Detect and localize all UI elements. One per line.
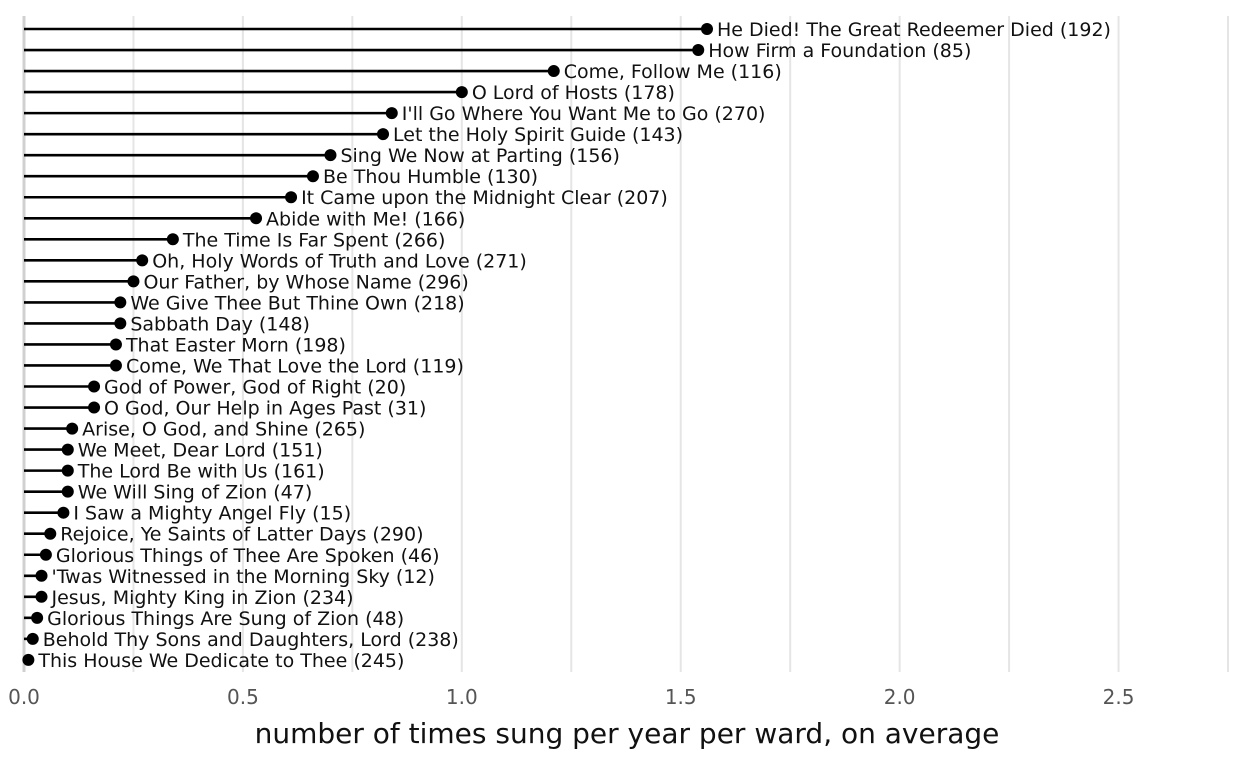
hymn-label: O Lord of Hosts (178) — [472, 82, 675, 104]
x-axis-title: number of times sung per year per ward, … — [255, 717, 1000, 750]
lollipop-dot — [385, 107, 398, 120]
lollipop-dot — [700, 23, 713, 35]
hymn-label: That Easter Morn (198) — [125, 334, 346, 356]
hymn-label: Behold Thy Sons and Daughters, Lord (238… — [43, 629, 459, 651]
lollipop-dot — [39, 548, 52, 561]
lollipop-dot — [692, 44, 705, 57]
lollipop-dot — [285, 191, 298, 204]
x-tick-label: 2.5 — [1103, 685, 1135, 709]
lollipop-dot — [61, 464, 74, 477]
lollipop-dot — [127, 275, 140, 288]
hymn-label: Come, Follow Me (116) — [564, 61, 782, 83]
lollipop-dot — [35, 569, 48, 582]
hymn-label: How Firm a Foundation (85) — [708, 40, 971, 62]
lollipop-dot — [88, 380, 101, 393]
hymn-label: Our Father, by Whose Name (296) — [143, 271, 468, 293]
hymn-label: 'Twas Witnessed in the Morning Sky (12) — [52, 566, 435, 588]
lollipop-dot — [35, 590, 48, 603]
hymn-label: Glorious Things of Thee Are Spoken (46) — [56, 545, 440, 567]
hymn-label: The Lord Be with Us (161) — [77, 461, 325, 483]
hymn-label: Glorious Things Are Sung of Zion (48) — [47, 608, 404, 630]
lollipop-dot — [61, 485, 74, 498]
lollipop-marks — [22, 23, 713, 666]
hymn-label: I'll Go Where You Want Me to Go (270) — [402, 103, 766, 125]
x-tick-label: 0.0 — [8, 685, 40, 709]
x-tick-label: 2.0 — [884, 685, 916, 709]
x-tick-label: 0.5 — [227, 685, 259, 709]
lollipop-dot — [547, 65, 560, 78]
lollipop-dot — [88, 401, 101, 414]
lollipop-dot — [61, 443, 74, 456]
hymn-label: We Meet, Dear Lord (151) — [78, 440, 323, 462]
lollipop-dot — [250, 212, 263, 225]
hymn-label: It Came upon the Midnight Clear (207) — [301, 187, 668, 209]
lollipop-dot — [109, 338, 122, 351]
hymn-label: He Died! The Great Redeemer Died (192) — [717, 19, 1111, 41]
hymn-label: I Saw a Mighty Angel Fly (15) — [73, 503, 351, 525]
lollipop-dot — [57, 506, 70, 519]
hymn-label: Come, We That Love the Lord (119) — [126, 355, 464, 377]
hymn-label: O God, Our Help in Ages Past (31) — [104, 398, 426, 420]
hymn-label: God of Power, God of Right (20) — [104, 377, 406, 399]
hymn-label: The Time Is Far Spent (266) — [182, 229, 446, 251]
gridlines — [22, 16, 1229, 672]
lollipop-dot — [22, 653, 35, 666]
lollipop-dot — [26, 632, 39, 645]
lollipop-dot — [136, 254, 149, 267]
lollipop-dot — [44, 527, 57, 540]
hymn-label: Arise, O God, and Shine (265) — [82, 419, 365, 441]
lollipop-dot — [166, 233, 179, 246]
lollipop-dot — [324, 149, 337, 162]
hymn-label: Sabbath Day (148) — [130, 313, 310, 335]
hymn-label: Oh, Holy Words of Truth and Love (271) — [152, 250, 527, 272]
hymn-label: Be Thou Humble (130) — [323, 166, 538, 188]
x-tick-label: 1.5 — [665, 685, 697, 709]
lollipop-dot — [377, 128, 390, 141]
x-tick-label: 1.0 — [446, 685, 478, 709]
hymn-label: We Will Sing of Zion (47) — [78, 482, 312, 504]
lollipop-dot — [31, 611, 44, 624]
hymn-label: Let the Holy Spirit Guide (143) — [393, 124, 683, 146]
lollipop-dot — [114, 296, 127, 309]
hymn-label: Abide with Me! (166) — [266, 208, 465, 230]
x-axis: 0.0 0.5 1.0 1.5 2.0 2.5 — [8, 685, 1134, 709]
lollipop-dot — [109, 359, 122, 372]
hymn-label: Sing We Now at Parting (156) — [340, 145, 619, 167]
hymn-label: Jesus, Mighty King in Zion (234) — [51, 587, 354, 609]
hymn-label: This House We Dedicate to Thee (245) — [37, 650, 404, 672]
lollipop-dot — [66, 422, 79, 435]
lollipop-dot — [306, 170, 319, 183]
bar-labels: He Died! The Great Redeemer Died (192)Ho… — [37, 19, 1111, 672]
hymn-label: Rejoice, Ye Saints of Latter Days (290) — [60, 524, 423, 546]
lollipop-dot — [455, 86, 468, 99]
lollipop-dot — [114, 317, 127, 330]
hymn-label: We Give Thee But Thine Own (218) — [130, 292, 464, 314]
